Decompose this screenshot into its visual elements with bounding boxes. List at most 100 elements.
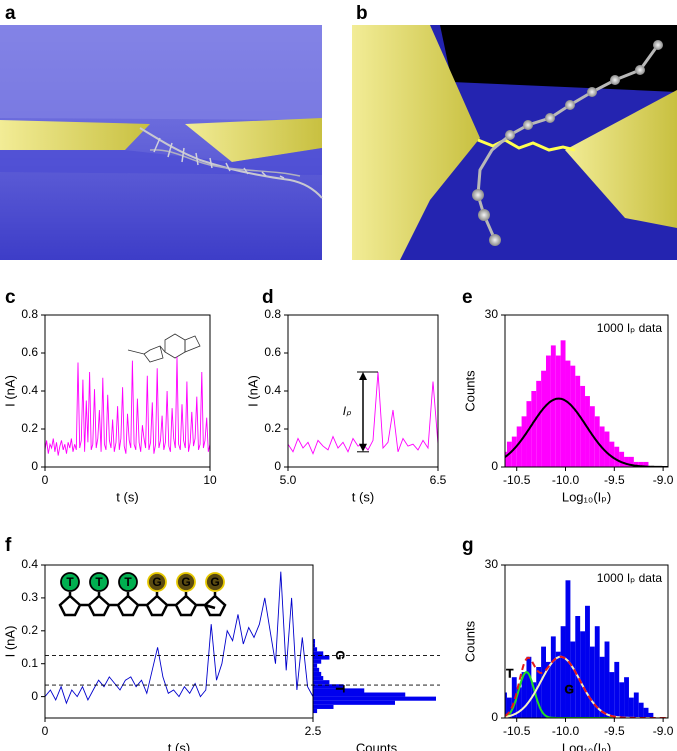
hist-bar [570,365,576,467]
side-bar [313,688,365,693]
x-tick-label: 2.5 [305,724,322,738]
y-axis-label: I (nA) [245,375,260,407]
hist-bar [516,687,522,718]
hist-bar [599,656,605,718]
plot-area [45,356,210,456]
y-axis-label: Counts [462,370,477,412]
hist-bar [628,697,634,718]
hist-bar [565,360,571,467]
sphere [565,100,575,110]
plot-frame [287,314,439,468]
dna-spheres [472,40,663,246]
hist-bar [594,626,600,718]
molecule [127,333,201,363]
sphere [610,75,620,85]
fit-curve [505,397,668,467]
x-tick-label: -10.0 [552,473,580,487]
bond [127,345,166,355]
y-tick-label: 0.4 [21,557,38,571]
base-label: T [66,575,74,589]
fit-label: G [565,683,574,697]
side-bar [313,696,436,701]
annotation: Iₚ [343,404,352,418]
hist-bar [604,431,610,467]
hist-bar [619,451,625,467]
y-tick-label: 0 [491,459,498,473]
y-tick-label: 0.6 [264,345,281,359]
note: 1000 Iₚ data [597,571,663,585]
tunneling-current [477,138,576,152]
void [440,25,677,92]
panel-label: d [262,287,274,308]
hist-bar [541,646,546,718]
electrode-right [185,118,322,162]
hist-bar [643,707,649,718]
y-tick-label: 0 [31,689,38,703]
hist-bar [531,391,537,467]
hist-bar [643,461,649,467]
plot-area [505,340,668,467]
panel-label: a [5,3,16,24]
sphere [523,120,533,130]
hist-bar [580,385,586,467]
y-tick-label: 0 [31,459,38,473]
x-tick-label: 0 [42,473,49,487]
electrode-left [0,120,150,150]
dna-backbone [139,127,323,199]
x-axis-label: t (s) [352,489,374,504]
hist-bar [555,355,561,467]
side-bar [313,655,330,660]
arrow-head [359,372,367,452]
hist-bar [545,661,551,718]
trace [45,571,313,705]
ring [184,335,201,353]
side-bar [313,663,318,668]
x-tick-label: 0 [42,724,49,738]
hist-bar [638,702,644,718]
panel-label: f [5,535,12,556]
hist-bar [633,692,639,718]
hist-bar [585,396,590,467]
side-area [313,639,436,714]
x-tick-label: 10 [203,473,217,487]
side-bar [313,659,322,664]
x-tick-label: -9.5 [604,724,625,738]
panel-label: b [356,3,368,24]
sphere [472,189,484,201]
fit-label: T [506,667,514,681]
y-tick-label: 0.1 [21,656,38,670]
plot-frame [504,564,669,719]
side-bar [313,684,344,689]
hist-bar [575,375,581,467]
electrode-top [0,25,322,120]
hist-bar [505,692,507,718]
panel-label: e [462,287,473,308]
y-tick-label: 0.6 [21,345,38,359]
hist-bar [624,677,629,718]
side-bar [313,680,330,685]
base-label: G [181,575,190,589]
x-axis-label: Log₁₀(Iₚ) [562,489,611,504]
y-tick-label: 0 [274,459,281,473]
ring [164,333,186,359]
side-bar [313,708,318,714]
base-circle [60,572,80,592]
substrate [0,148,322,175]
side-x-label: Counts [356,740,398,751]
hist-bar [541,370,546,467]
y-tick-label: 0.2 [21,421,38,435]
hist-bar [516,426,522,467]
hist-bar [545,355,551,467]
side-bar [313,647,318,652]
base-circle [176,572,196,592]
side-bar [313,667,320,672]
y-axis-label: Counts [462,620,477,662]
x-tick-label: -10.5 [503,724,531,738]
y-tick-label: 0.4 [21,383,38,397]
plot-area [505,580,668,718]
panel-label: g [462,535,474,556]
hist-bar [521,416,527,467]
hist-bar [585,605,590,718]
sphere [545,113,555,123]
